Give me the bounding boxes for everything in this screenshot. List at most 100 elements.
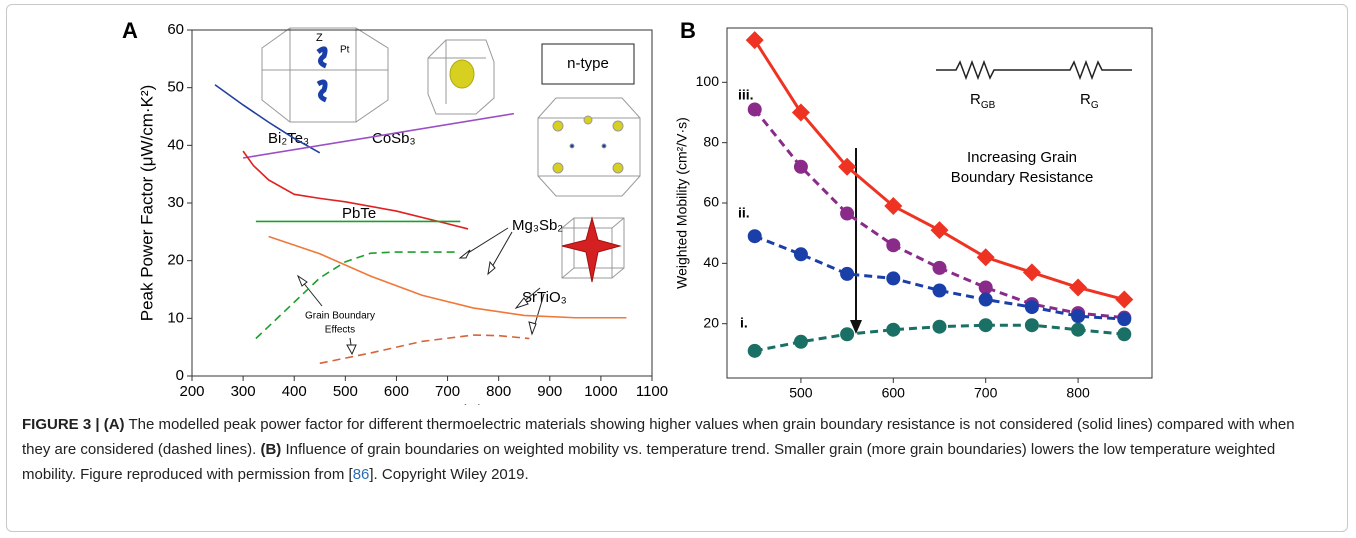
- resistor-label: RGB: [970, 91, 996, 111]
- x-tick-label: 400: [282, 383, 307, 400]
- y-tick-label: 60: [167, 21, 184, 38]
- annotation: Grain Boundary: [305, 311, 375, 322]
- annotation-box: [541, 43, 635, 85]
- resistor-subscript: GB: [981, 100, 996, 111]
- trend-arrow: [850, 148, 862, 334]
- x-tick-label: 200: [179, 383, 204, 400]
- x-tick-label: 600: [384, 383, 409, 400]
- caption-text: Influence of grain boundaries on weighte…: [22, 441, 1276, 483]
- marker: [1117, 312, 1132, 327]
- annotation: n-type: [567, 55, 609, 72]
- caption-label: FIGURE 3 | (A): [22, 416, 125, 433]
- x-tick-label: 500: [333, 383, 358, 400]
- marker: [1024, 300, 1039, 315]
- y-tick-label: 20: [167, 252, 184, 269]
- x-tick-label: 800: [486, 383, 511, 400]
- caption: FIGURE 3 | (A) The modelled peak power f…: [22, 412, 1312, 487]
- x-tick-label: 300: [231, 383, 256, 400]
- marker: [976, 248, 995, 267]
- y-tick-label: 50: [167, 79, 184, 96]
- marker: [745, 31, 764, 50]
- marker: [886, 238, 901, 253]
- y-tick-label: 0: [176, 367, 184, 384]
- series-label: Mg₃Sb₂: [512, 217, 563, 234]
- marker: [840, 206, 855, 221]
- resistor-symbol: R: [970, 91, 981, 108]
- marker: [978, 292, 993, 307]
- marker: [747, 343, 762, 358]
- series-label: i.: [740, 315, 748, 331]
- annotation: Increasing Grain: [967, 149, 1077, 166]
- caption-text: The modelled peak power factor for diffe…: [22, 416, 1295, 458]
- x-tick-label: 700: [435, 383, 460, 400]
- arrows: [296, 227, 545, 356]
- marker: [1069, 278, 1088, 297]
- annotation: Effects: [325, 325, 355, 336]
- y-tick-label: 80: [703, 133, 719, 149]
- x-tick-label: 1000: [584, 383, 617, 400]
- marker: [930, 221, 949, 240]
- series-label: ii.: [738, 205, 750, 221]
- marker: [978, 318, 993, 333]
- marker: [932, 319, 947, 334]
- y-tick-label: 40: [703, 254, 719, 270]
- panel-label: B: [680, 18, 696, 43]
- series-line: [319, 334, 530, 365]
- marker: [1022, 263, 1041, 282]
- reference-link[interactable]: 86: [352, 466, 370, 483]
- x-tick-label: 600: [882, 385, 906, 401]
- series-label: PbTe: [342, 205, 376, 222]
- marker: [793, 334, 808, 349]
- marker: [838, 157, 857, 176]
- marker: [886, 271, 901, 286]
- series-line: [268, 235, 627, 319]
- figure-frame: [6, 4, 1348, 532]
- panel-label: A: [122, 18, 138, 43]
- x-tick-label: 1100: [636, 383, 668, 400]
- x-axis-label: Temperature (K): [361, 401, 484, 405]
- x-tick-label: 900: [537, 383, 562, 400]
- marker: [932, 260, 947, 275]
- series-line: [242, 112, 515, 159]
- resistor-subscript: G: [1091, 100, 1099, 111]
- y-tick-label: 10: [167, 309, 184, 326]
- marker: [1071, 309, 1086, 324]
- caption-text: ]. Copyright Wiley 2019.: [369, 466, 529, 483]
- resistor-symbol: R: [1080, 91, 1091, 108]
- series-line: [754, 234, 1125, 321]
- resistor-diagram: [936, 59, 1132, 81]
- marker: [884, 197, 903, 216]
- marker: [840, 327, 855, 342]
- marker: [1024, 318, 1039, 333]
- caption-label: (B): [260, 441, 282, 458]
- resistor-label: RG: [1080, 91, 1099, 111]
- marker: [1115, 290, 1134, 309]
- crystal-srtio3: [561, 216, 625, 283]
- axis-z: Z: [316, 32, 323, 44]
- y-tick-label: 30: [167, 194, 184, 211]
- figure: A Z Pt n-type Bi₂Te₃ CoSb₃ PbTe Mg₃Sb₂ S…: [122, 18, 1153, 405]
- marker: [1071, 322, 1086, 337]
- crystal-mg3sb2: [537, 97, 641, 197]
- y-tick-label: 40: [167, 136, 184, 153]
- series-label: Bi₂Te₃: [268, 130, 309, 147]
- marker: [840, 266, 855, 281]
- series-line: [214, 84, 321, 154]
- crystal-bi2te3: [261, 27, 389, 123]
- series-line: [255, 251, 458, 340]
- marker: [791, 103, 810, 122]
- marker: [793, 159, 808, 174]
- annotation: Boundary Resistance: [951, 169, 1094, 186]
- series-label: iii.: [738, 87, 754, 103]
- x-tick-label: 800: [1066, 385, 1090, 401]
- series-label: CoSb₃: [372, 130, 416, 147]
- marker: [932, 283, 947, 298]
- y-axis-label: Weighted Mobility (cm²/V·s): [674, 117, 690, 289]
- y-tick-label: 20: [703, 314, 719, 330]
- point-pt: Pt: [340, 45, 350, 56]
- x-tick-label: 500: [789, 385, 813, 401]
- series-line: [753, 108, 1125, 320]
- marker: [978, 280, 993, 295]
- y-tick-label: 60: [703, 194, 719, 210]
